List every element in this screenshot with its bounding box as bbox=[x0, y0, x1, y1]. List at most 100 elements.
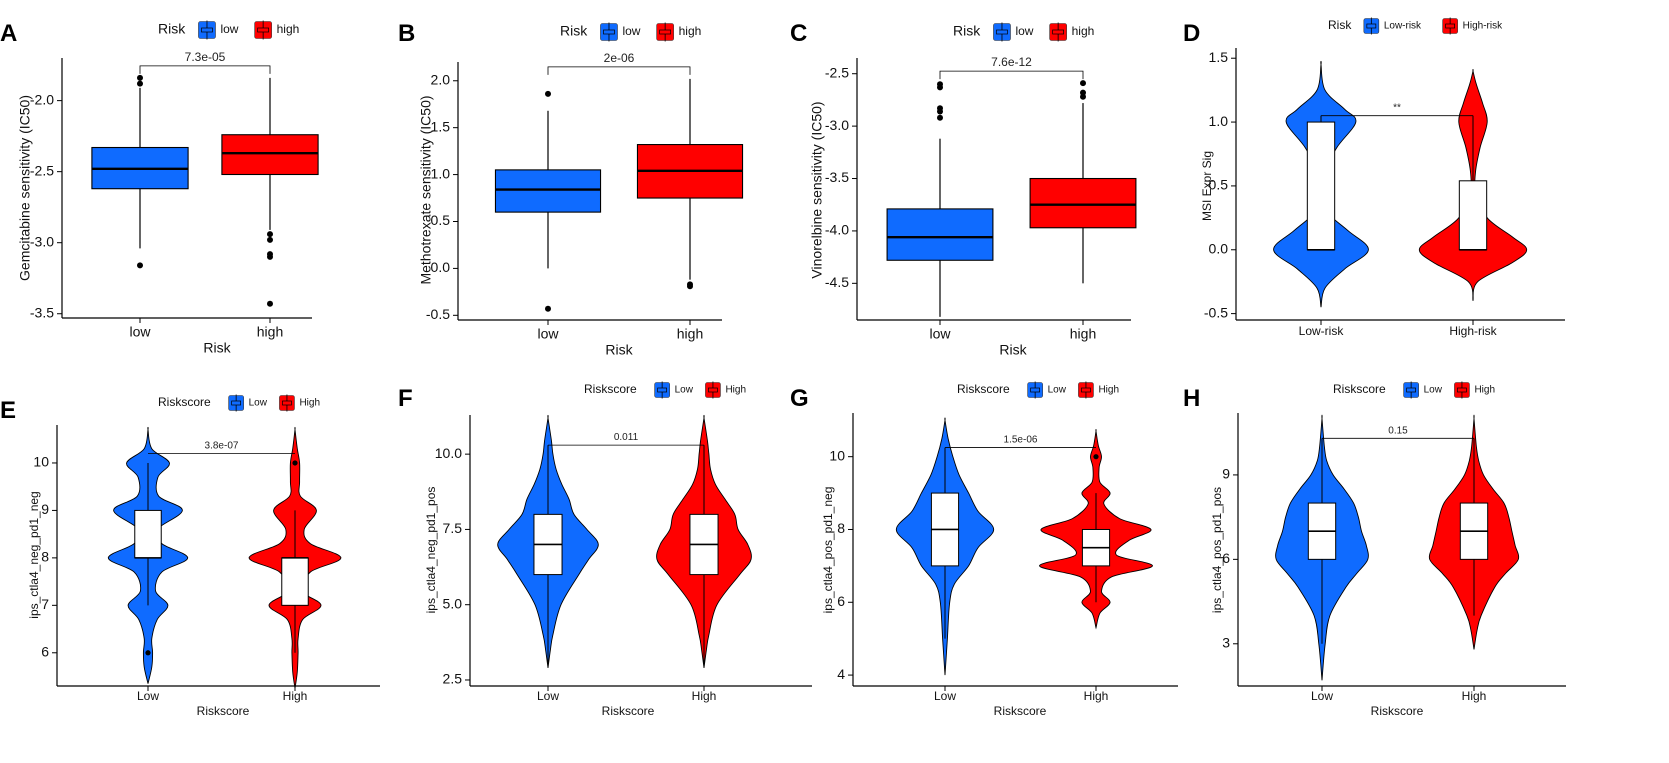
significance-bracket: 7.6e-12 bbox=[939, 55, 1084, 80]
legend-swatch-box bbox=[1445, 23, 1455, 29]
outlier-point bbox=[1080, 89, 1086, 96]
x-tick-label: High-risk bbox=[1449, 324, 1497, 338]
y-tick-label: -0.5 bbox=[426, 306, 450, 322]
legend-label-low: low bbox=[622, 24, 640, 38]
y-tick-label: -3.0 bbox=[825, 117, 849, 133]
outlier-point bbox=[137, 262, 143, 269]
panel-letter: B bbox=[398, 20, 415, 47]
legend-label-low: low bbox=[1015, 24, 1033, 38]
y-tick-label: 8 bbox=[837, 520, 845, 536]
legend-swatch-box bbox=[1457, 387, 1467, 393]
p-value-label: ** bbox=[1393, 103, 1401, 114]
x-tick-label: low bbox=[929, 326, 951, 342]
legend: Riskscore Low High bbox=[1333, 381, 1495, 399]
y-tick-label: -4.5 bbox=[825, 274, 849, 290]
violin-High bbox=[1428, 414, 1520, 650]
legend-swatch-box bbox=[257, 27, 269, 33]
box-iqr bbox=[886, 208, 994, 261]
legend-swatch-box bbox=[708, 387, 718, 393]
outlier-point bbox=[145, 650, 151, 656]
legend-title: Risk bbox=[953, 23, 981, 39]
x-tick-label: high bbox=[257, 324, 283, 340]
legend-swatch-box bbox=[603, 29, 615, 35]
p-value-label: 2e-06 bbox=[604, 51, 635, 65]
legend-title: Risk bbox=[560, 23, 588, 39]
legend-label-high: High bbox=[1474, 385, 1495, 396]
panel-letter: A bbox=[0, 20, 17, 47]
y-tick-label: 0.0 bbox=[1209, 240, 1229, 256]
outlier-point bbox=[545, 305, 551, 312]
y-axis-title: Vinorelbine sensitivity (IC50) bbox=[809, 101, 825, 278]
significance-bracket: 2e-06 bbox=[547, 51, 691, 75]
outlier-point bbox=[292, 460, 298, 466]
y-tick-label: -2.5 bbox=[30, 162, 54, 178]
y-axis-title: ips_ctla4_pos_pd1_neg bbox=[821, 487, 835, 614]
panel-A: A Risk low high -3.5 -3.0 -2.5 -2.0 low high Risk G… bbox=[0, 20, 319, 356]
y-tick-label: 1.0 bbox=[1209, 113, 1229, 129]
outlier-point bbox=[1080, 80, 1086, 87]
outlier-point bbox=[137, 74, 143, 81]
legend-swatch-box bbox=[657, 387, 667, 393]
x-tick-label: High bbox=[283, 689, 308, 703]
legend-label-high: High bbox=[299, 398, 320, 409]
legend-swatch-box bbox=[201, 27, 213, 33]
y-tick-label: 7.5 bbox=[443, 520, 463, 536]
violin-High bbox=[248, 426, 342, 689]
box-low bbox=[91, 74, 189, 269]
violin-Low bbox=[1275, 414, 1369, 681]
panel-G: G Riskscore Low High 4 6 8 10 Low High Riskscore ip… bbox=[790, 381, 1178, 718]
x-tick-label: high bbox=[1070, 326, 1096, 342]
legend-swatch-box bbox=[1052, 29, 1064, 35]
bracket-line bbox=[139, 65, 271, 74]
x-tick-label: High bbox=[1462, 689, 1487, 703]
panel-letter: C bbox=[790, 20, 807, 47]
panel-letter: D bbox=[1183, 20, 1200, 47]
x-axis-title: Risk bbox=[203, 340, 231, 356]
violin-inner-box bbox=[281, 557, 309, 606]
outlier-point bbox=[1093, 454, 1099, 460]
y-tick-label: 7 bbox=[41, 596, 49, 612]
legend-label-low: Low-risk bbox=[1384, 21, 1422, 32]
significance-bracket: 0.15 bbox=[1322, 425, 1474, 439]
legend-swatch-box bbox=[996, 29, 1008, 35]
significance-bracket: 7.3e-05 bbox=[139, 50, 271, 74]
panel-letter: G bbox=[790, 385, 809, 412]
y-tick-label: -4.0 bbox=[825, 222, 849, 238]
significance-bracket: 0.011 bbox=[548, 432, 704, 446]
p-value-label: 0.011 bbox=[614, 432, 639, 443]
legend: Risk low high bbox=[560, 22, 701, 42]
p-value-label: 0.15 bbox=[1388, 425, 1408, 436]
y-tick-label: 1.5 bbox=[1209, 49, 1229, 65]
legend-title: Riskscore bbox=[158, 395, 211, 409]
legend: Risk low high bbox=[953, 22, 1094, 42]
legend: Risk Low-risk High-risk bbox=[1328, 17, 1503, 35]
panel-letter: F bbox=[398, 385, 413, 412]
legend-label-low: Low bbox=[1424, 385, 1443, 396]
violin-High bbox=[656, 414, 752, 668]
y-tick-label: 2.5 bbox=[443, 671, 463, 687]
x-tick-label: High bbox=[692, 689, 717, 703]
y-tick-label: 0.0 bbox=[431, 259, 451, 275]
legend-swatch-box bbox=[1081, 387, 1091, 393]
panel-letter: H bbox=[1183, 385, 1200, 412]
outlier-point bbox=[937, 108, 943, 115]
significance-bracket: 3.8e-07 bbox=[148, 440, 295, 454]
violin-Low bbox=[497, 414, 599, 668]
violin-inner-box bbox=[1306, 121, 1336, 251]
legend-swatch-box bbox=[231, 400, 241, 406]
legend-label-low: Low bbox=[1048, 385, 1067, 396]
violin-Low bbox=[107, 426, 189, 684]
x-tick-label: Low bbox=[537, 689, 559, 703]
y-tick-label: -3.5 bbox=[30, 304, 54, 320]
bracket-line bbox=[939, 70, 1084, 80]
outlier-point bbox=[937, 84, 943, 91]
legend-swatch-box bbox=[659, 29, 671, 35]
legend-label-high: High bbox=[725, 385, 746, 396]
box-high bbox=[636, 78, 744, 290]
panel-E: E Riskscore Low High 6 7 8 9 10 Low High Riskscore i… bbox=[0, 394, 380, 718]
legend-swatch-box bbox=[282, 400, 292, 406]
legend-label-low: Low bbox=[675, 385, 694, 396]
y-tick-label: 4 bbox=[837, 666, 845, 682]
outlier-point bbox=[937, 114, 943, 121]
outlier-point bbox=[687, 283, 693, 290]
